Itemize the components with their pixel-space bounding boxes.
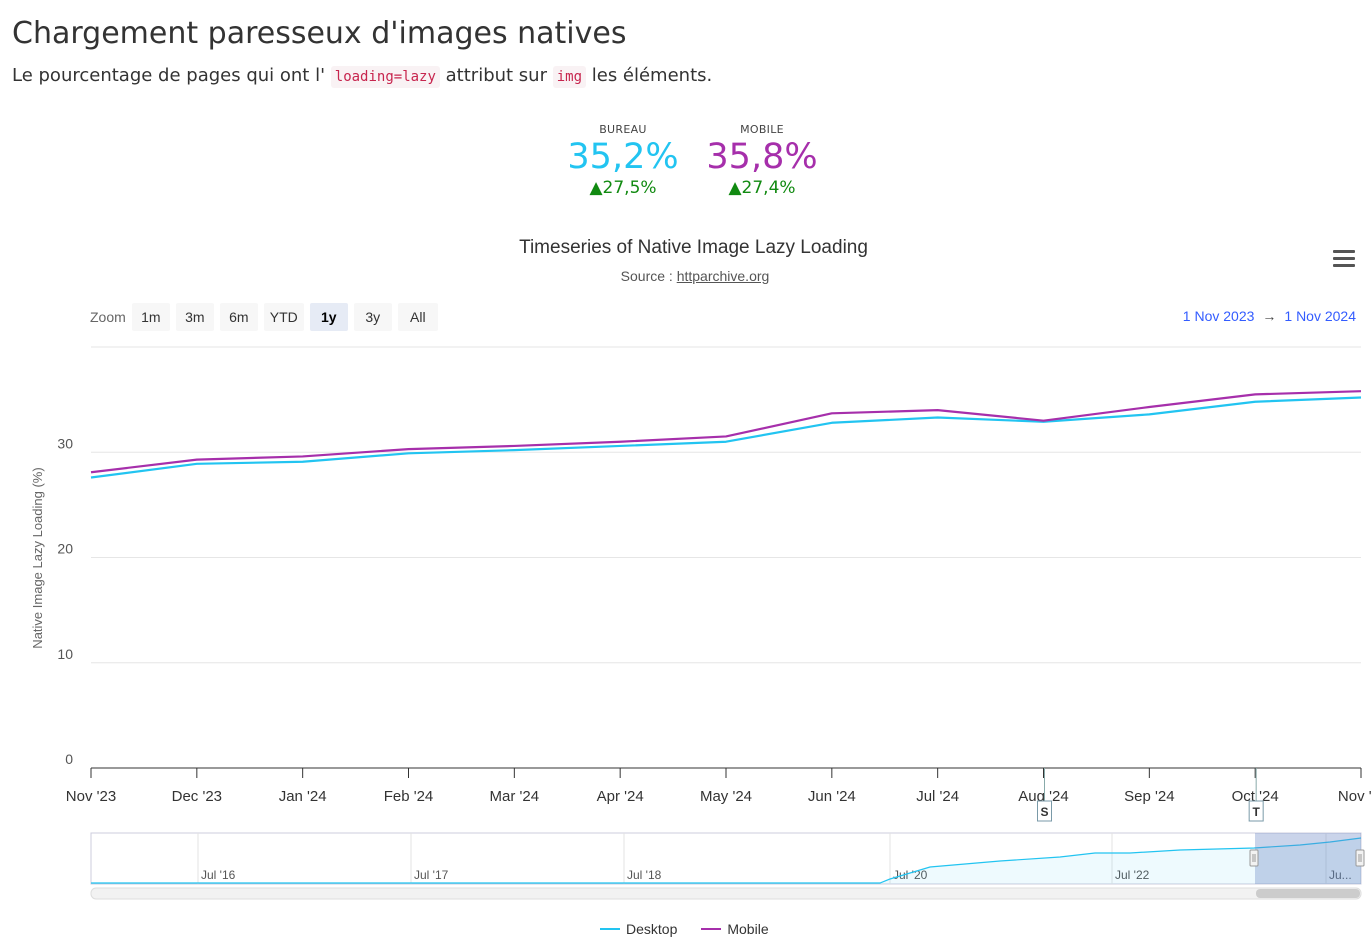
flag-box-t: [1248, 800, 1264, 822]
x-tick-label: Nov '23: [66, 788, 116, 805]
chart-subtitle-prefix: Source :: [620, 268, 677, 284]
page-title: Chargement paresseux d'images natives: [12, 16, 627, 51]
kpi-desktop-label: BUREAU: [599, 123, 647, 136]
series-line-desktop: [90, 396, 1362, 479]
x-tick-label: Aug '24: [1018, 788, 1068, 805]
flag-t: T: [1252, 805, 1260, 819]
navigator-label: Jul '18: [627, 868, 662, 882]
x-tick-label: Apr '24: [597, 788, 644, 805]
kpi-mobile-value: 35,8%: [706, 137, 818, 177]
x-tick-label: Jun '24: [808, 788, 856, 805]
legend-swatch-desktop: [600, 928, 620, 930]
kpi-desktop: BUREAU 35,2% ▲27,5%: [553, 123, 693, 198]
flag-s: S: [1040, 805, 1048, 819]
navigator-label: Jul '17: [414, 868, 449, 882]
kpi-mobile-change: ▲27,4%: [728, 178, 796, 198]
x-tick-label: Feb '24: [384, 788, 434, 805]
zoom-3m-button[interactable]: 3m: [175, 303, 214, 331]
desc-text-2: attribut sur: [439, 65, 553, 86]
zoom-controls: Zoom 1m 3m 6m YTD 1y 3y All: [90, 303, 444, 331]
y-tick-20: 20: [57, 541, 73, 557]
navigator-label: Jul '20: [893, 868, 928, 882]
zoom-1m-button[interactable]: 1m: [131, 303, 170, 331]
kpi-desktop-value: 35,2%: [567, 137, 679, 177]
series-line-mobile: [90, 390, 1362, 474]
range-to[interactable]: 1 Nov 2024: [1284, 308, 1356, 324]
legend-item-mobile[interactable]: Mobile: [701, 921, 769, 937]
zoom-3y-button[interactable]: 3y: [353, 303, 392, 331]
kpi-desktop-change: ▲27,5%: [589, 178, 657, 198]
kpi-mobile: MOBILE 35,8% ▲27,4%: [692, 123, 832, 198]
x-tick-label: Sep '24: [1124, 788, 1174, 805]
navigator-scrollbar-track: [90, 887, 1362, 900]
flag-box-s: [1037, 800, 1052, 822]
source-link[interactable]: httparchive.org: [676, 268, 770, 284]
x-tick-label: Oct '24: [1232, 788, 1279, 805]
range-arrow: →: [1262, 308, 1277, 324]
chart-title: Timeseries of Native Image Lazy Loading: [519, 237, 868, 258]
chart-subtitle: Source : httparchive.org: [0, 268, 1372, 284]
page-description: Le pourcentage de pages qui ont l' loadi…: [12, 65, 713, 88]
navigator-label: Jul '16: [201, 868, 236, 882]
navigator-handle-left: [1249, 849, 1259, 867]
y-axis-label: Native Image Lazy Loading (%): [30, 467, 45, 648]
legend-label-mobile: Mobile: [727, 921, 769, 937]
legend-label-desktop: Desktop: [626, 921, 678, 937]
x-tick-label: Mar '24: [490, 788, 540, 805]
kpi-mobile-label: MOBILE: [740, 123, 784, 136]
hamburger-icon[interactable]: [1333, 250, 1355, 268]
x-tick-label: Jan '24: [279, 788, 327, 805]
navigator-series: [91, 837, 1362, 884]
navigator-handle-right: [1355, 849, 1365, 867]
navigator-label: Jul '22: [1115, 868, 1150, 882]
zoom-all-button[interactable]: All: [397, 303, 438, 331]
x-tick-label: May '24: [700, 788, 752, 805]
zoom-ytd-button[interactable]: YTD: [263, 303, 304, 331]
chart-legend: Desktop Mobile: [600, 921, 793, 937]
zoom-1y-button[interactable]: 1y: [309, 303, 348, 331]
legend-item-desktop[interactable]: Desktop: [600, 921, 677, 937]
date-range: 1 Nov 2023 → 1 Nov 2024: [1183, 308, 1356, 324]
navigator-frame: [90, 832, 1362, 885]
range-from[interactable]: 1 Nov 2023: [1182, 308, 1255, 324]
desc-text-1: Le pourcentage de pages qui ont l': [12, 65, 331, 86]
x-tick-label: Jul '24: [916, 788, 959, 805]
navigator-selected-range: [1255, 833, 1361, 884]
navigator-scrollbar-thumb: [1256, 889, 1360, 898]
navigator-area: [91, 838, 1361, 884]
x-tick-label: Nov '...: [1338, 788, 1372, 805]
navigator-label: Ju...: [1329, 868, 1352, 882]
code-loading-lazy: loading=lazy: [330, 66, 440, 88]
legend-swatch-mobile: [701, 928, 722, 930]
code-img: img: [552, 66, 587, 88]
zoom-6m-button[interactable]: 6m: [219, 303, 258, 331]
x-tick-label: Dec '23: [172, 788, 222, 805]
zoom-label: Zoom: [90, 309, 126, 325]
y-tick-0: 0: [65, 751, 73, 767]
y-tick-10: 10: [57, 646, 73, 662]
y-tick-30: 30: [57, 435, 73, 451]
desc-text-3: les éléments.: [586, 65, 713, 86]
